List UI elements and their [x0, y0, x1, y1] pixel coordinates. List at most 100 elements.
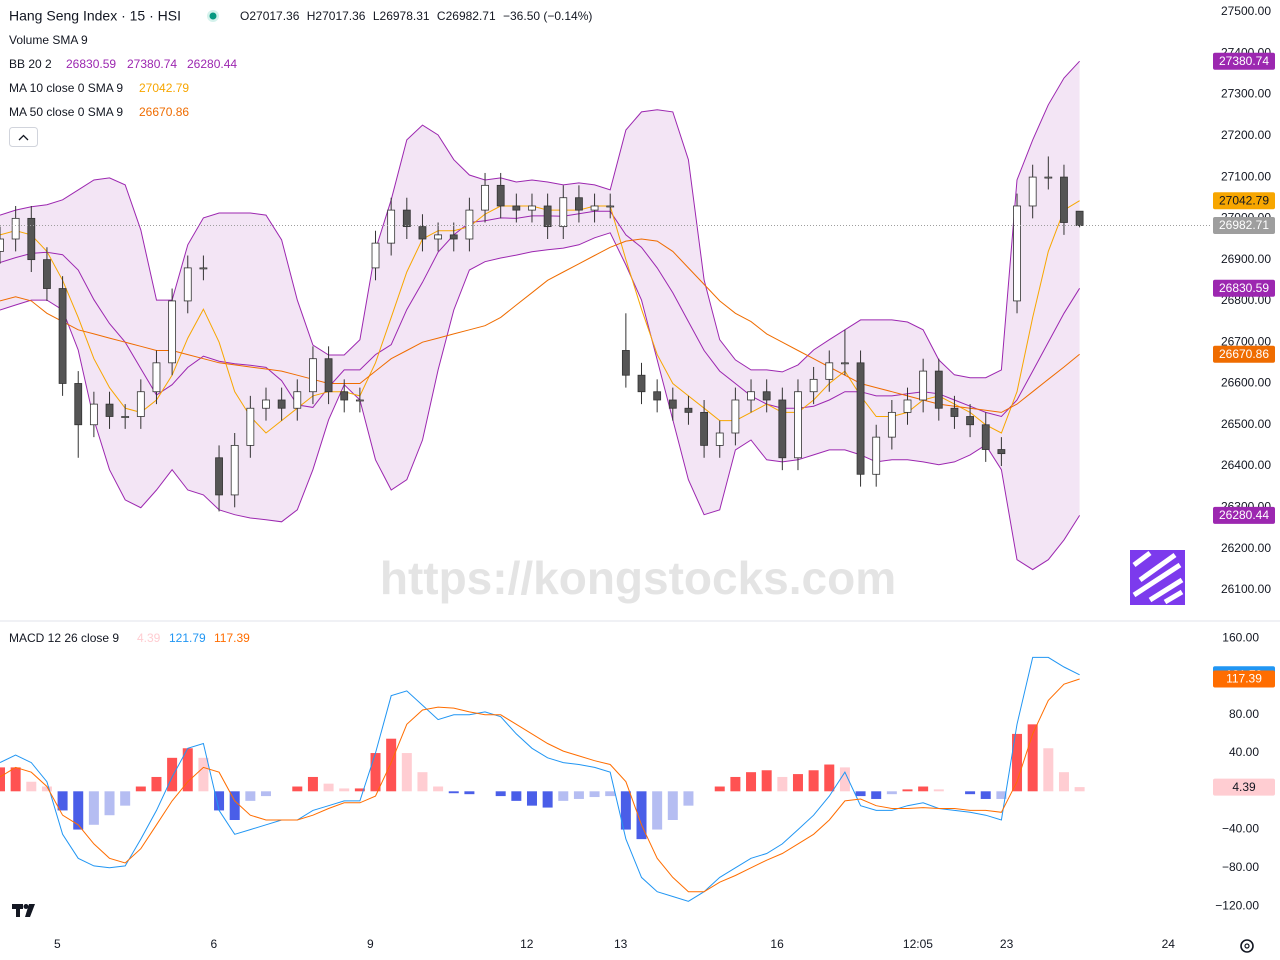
candle-body	[747, 391, 755, 401]
histogram-bar	[792, 774, 803, 792]
candle-body	[762, 391, 771, 401]
candle-body	[794, 391, 802, 459]
candle-body	[449, 234, 458, 240]
y-tick-label: 80.00	[1229, 707, 1259, 721]
y-tick-label: 26600.00	[1221, 376, 1271, 390]
macd-legend-value: 4.39	[137, 631, 161, 645]
candle-body	[512, 205, 521, 211]
price-tag	[1213, 670, 1275, 688]
candle-body	[653, 391, 662, 401]
price-tag-label: 4.39	[1232, 780, 1256, 794]
histogram-bar	[730, 776, 741, 792]
price-tag	[1213, 778, 1275, 796]
histogram-bar	[871, 791, 882, 799]
logo-dot	[23, 904, 29, 909]
x-tick-label: 6	[210, 937, 217, 951]
x-tick-label: 5	[54, 937, 61, 951]
histogram-bar	[855, 791, 866, 797]
candle-body	[887, 411, 896, 438]
histogram-bar	[589, 791, 600, 798]
candle-body	[324, 358, 333, 393]
x-tick-label: 12	[520, 937, 534, 951]
y-tick-label: −120.00	[1215, 898, 1259, 912]
logo-slash	[25, 904, 35, 917]
candle-body	[950, 407, 959, 417]
price-tag	[1213, 279, 1275, 297]
candle-body	[183, 267, 192, 302]
histogram-bar	[104, 791, 115, 816]
histogram-bar	[182, 748, 193, 792]
gear-hub	[1244, 943, 1250, 949]
price-tag-label: 26670.86	[1219, 347, 1269, 361]
histogram-bar	[307, 776, 318, 792]
y-tick-label: 26700.00	[1221, 334, 1271, 348]
histogram-bar	[808, 770, 819, 792]
candle-body	[1044, 176, 1053, 179]
histogram-bar	[1012, 733, 1023, 792]
bb-legend-value: 27380.74	[127, 57, 177, 71]
candle-body	[684, 407, 693, 413]
candle-body	[246, 407, 255, 446]
candle-body	[621, 350, 630, 376]
histogram-bar	[636, 791, 647, 840]
y-tick-label: 27300.00	[1221, 87, 1271, 101]
gear-icon[interactable]	[1240, 939, 1254, 953]
candle-body	[230, 444, 239, 496]
candle-body	[825, 362, 834, 380]
ma-legend-value: 26670.86	[139, 105, 189, 119]
candle-body	[465, 209, 474, 240]
price-tag-label: 26830.59	[1219, 281, 1269, 295]
candle-body	[387, 209, 396, 244]
candle-body	[434, 234, 443, 240]
histogram-bar	[292, 786, 303, 792]
volume-legend: Volume SMA 9	[9, 33, 88, 47]
candle-body	[700, 411, 708, 446]
candle-body	[997, 449, 1006, 455]
histogram-bar	[652, 791, 663, 830]
band-fill	[0, 61, 1080, 570]
price-tag-label: 26982.71	[1219, 218, 1269, 232]
candle-body	[355, 399, 364, 402]
price-tag	[1213, 192, 1275, 210]
candle-body	[590, 205, 599, 211]
button-box[interactable]	[9, 127, 38, 147]
y-tick-label: 27200.00	[1221, 128, 1271, 142]
x-tick-label: 9	[367, 937, 374, 951]
ohlc-letter: L	[373, 9, 380, 23]
histogram-bar	[10, 767, 21, 792]
ohlc-letter: O	[240, 9, 249, 23]
candle-body	[903, 399, 912, 413]
price-tag-label: 27042.79	[1219, 193, 1269, 207]
y-tick-label: 26900.00	[1221, 252, 1271, 266]
candle-body	[606, 205, 615, 208]
logo-stem	[16, 904, 20, 917]
histogram-bar	[1027, 724, 1038, 792]
candle-body	[152, 362, 161, 393]
watermark: https://kongstocks.com	[380, 552, 896, 604]
candle-body	[543, 205, 552, 228]
histogram-bar	[433, 786, 444, 792]
candle-body	[934, 370, 943, 409]
ma-legend: MA 50 close 0 SMA 9	[9, 105, 123, 119]
candle-body	[1028, 176, 1037, 207]
x-tick-label: 23	[1000, 937, 1014, 951]
histogram-bar	[151, 776, 162, 792]
collapse-button[interactable]	[9, 127, 38, 147]
ohlc-value: 27017.36	[249, 9, 299, 23]
candle-body	[1013, 205, 1021, 302]
histogram-bar	[933, 789, 944, 792]
macd-legend: MACD 12 26 close 9	[9, 631, 119, 645]
y-tick-label: 27100.00	[1221, 169, 1271, 183]
histogram-bar	[746, 772, 757, 792]
price-tag	[1213, 52, 1275, 70]
settings-button[interactable]	[1240, 939, 1254, 953]
candle-body	[0, 238, 4, 252]
brand-logo	[1130, 550, 1185, 605]
price-tag-label: 26280.44	[1219, 508, 1269, 522]
ohlc-value: 26978.31	[380, 9, 430, 23]
status-dot	[209, 12, 217, 20]
histogram-bar	[339, 788, 350, 792]
price-tag	[1213, 345, 1275, 363]
x-tick-label: 13	[614, 937, 628, 951]
band-upper	[0, 60, 1080, 379]
